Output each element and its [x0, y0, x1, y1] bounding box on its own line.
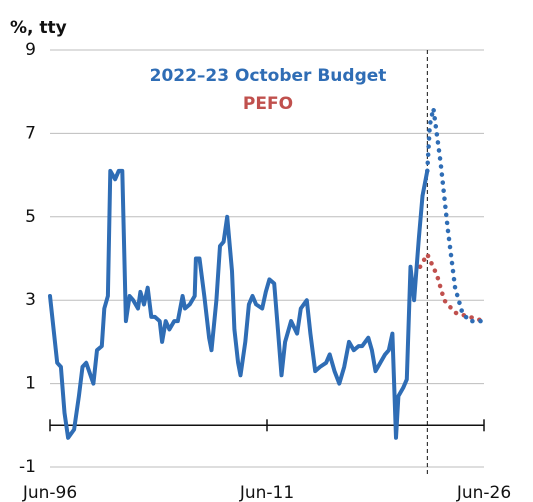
series-line [425, 106, 487, 324]
y-tick-label: 7 [25, 123, 36, 143]
x-tick-label: Jun-26 [456, 483, 511, 502]
y-axis-label: %, tty [10, 18, 67, 38]
y-tick-label: 1 [25, 374, 36, 394]
legend-label: PEFO [243, 94, 293, 114]
y-tick-label: 5 [25, 207, 36, 227]
y-tick-label: 9 [25, 40, 36, 60]
y-tick-label: -1 [19, 457, 36, 477]
legend-label: 2022–23 October Budget [150, 66, 387, 86]
series-line [48, 168, 430, 440]
series-line [417, 252, 487, 324]
y-tick-label: 3 [25, 290, 36, 310]
x-tick-label: Jun-96 [22, 483, 77, 502]
x-tick-label: Jun-11 [239, 483, 294, 502]
